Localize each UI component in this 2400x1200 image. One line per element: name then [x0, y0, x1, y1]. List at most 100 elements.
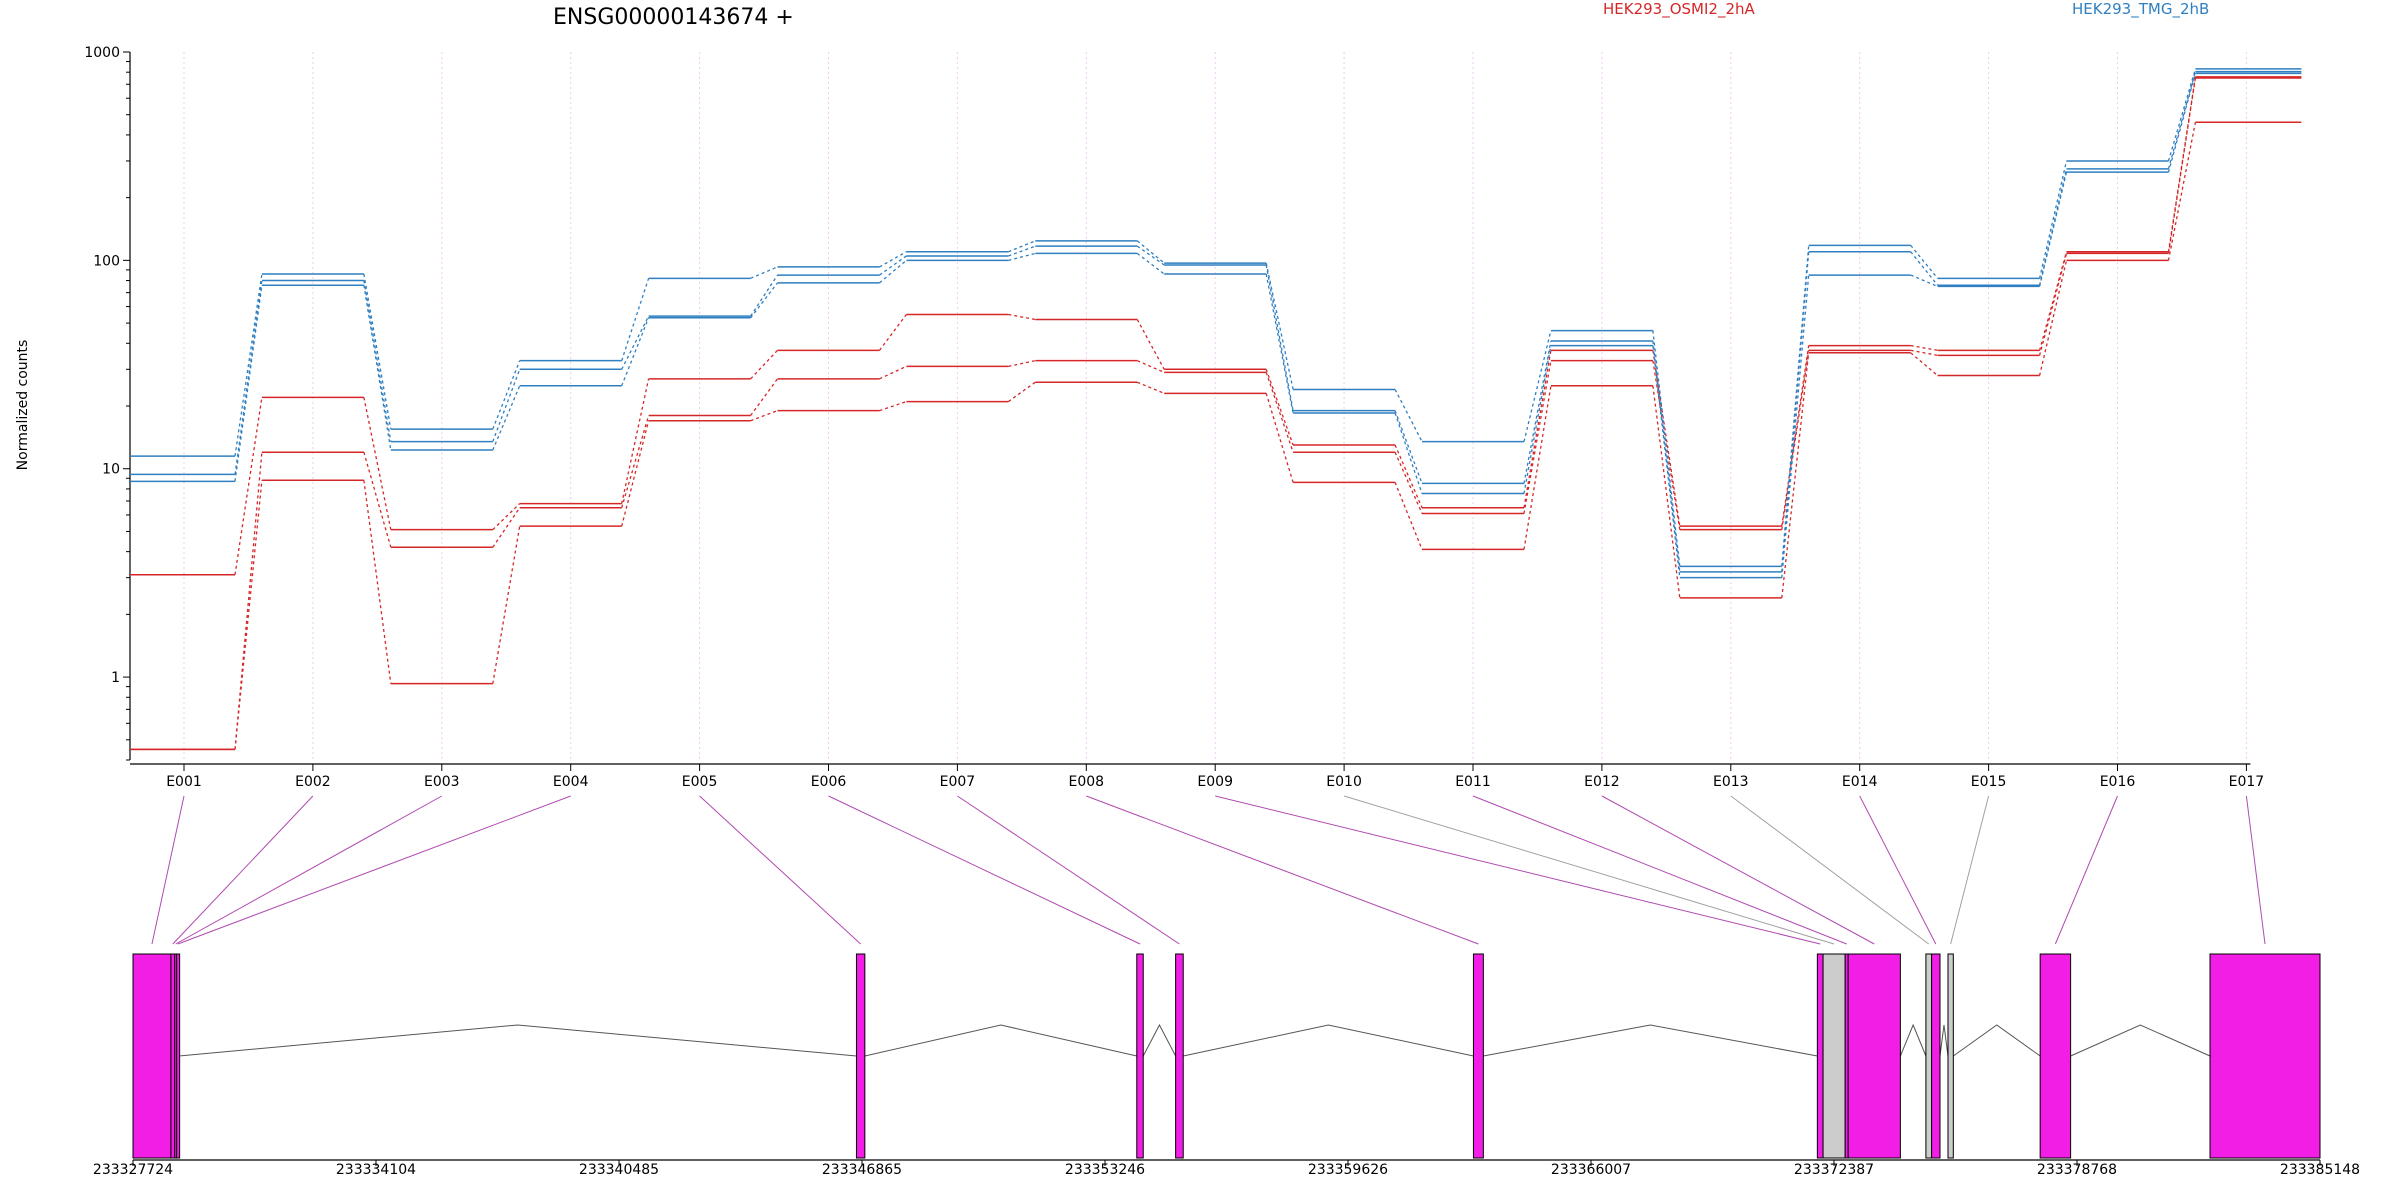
bin-transition: [621, 420, 650, 527]
bin-transition: [750, 378, 779, 416]
bin-transition: [879, 259, 907, 284]
chart-title: ENSG00000143674 +: [553, 5, 794, 30]
gene-model-track: 233327724 233334104 233340485 233346865 2333…: [93, 953, 2360, 1178]
bin-transition: [1523, 350, 1552, 508]
bin-transition: [2167, 77, 2197, 254]
bin-transition: [2167, 71, 2197, 169]
x-tick-label: E005: [682, 774, 718, 790]
bin-transition: [1781, 245, 1810, 567]
bin-transition: [878, 314, 907, 351]
bin-transition: [1781, 352, 1810, 598]
exon-box: [1816, 953, 1824, 1159]
y-tick-label: 1: [111, 670, 120, 686]
bin-transition: [750, 266, 778, 279]
intron-line: [178, 1024, 857, 1057]
intron-line: [1899, 1023, 1927, 1057]
intron-line: [864, 1024, 1137, 1057]
intron-line: [1183, 1024, 1474, 1057]
bin-transition: [750, 410, 778, 422]
bin-transition: [1394, 410, 1423, 484]
x-tick-label: E006: [811, 774, 847, 790]
bin-transition: [1008, 381, 1036, 403]
exon-box: [1947, 953, 1954, 1159]
genomic-coordinate-label: 233366007: [1551, 1162, 1631, 1178]
bin-transition: [1394, 482, 1423, 550]
exon-connector: [1343, 795, 1835, 945]
exon-box: [170, 953, 176, 1159]
bin-transition: [234, 273, 263, 457]
genomic-coordinate-label: 233385148: [2280, 1162, 2360, 1178]
exon-box: [2209, 953, 2321, 1159]
exon-connector: [1859, 795, 1937, 945]
bin-transition: [1136, 240, 1165, 264]
bin-transition: [234, 285, 263, 482]
exon-box: [176, 953, 181, 1159]
exon-connector: [1950, 795, 1990, 945]
bin-transition: [879, 251, 907, 268]
bin-transition: [1137, 360, 1165, 373]
intron-line: [2070, 1024, 2211, 1057]
exon-connector: [1086, 795, 1479, 945]
bin-transition: [879, 365, 907, 380]
y-axis-label: Normalized counts: [15, 340, 31, 471]
genomic-coordinate-label: 233346865: [822, 1162, 902, 1178]
exon-connector: [1601, 795, 1875, 945]
bin-transition: [492, 360, 521, 430]
exon-connector: [1730, 795, 1930, 945]
bin-transition: [1781, 350, 1810, 530]
bin-transition: [750, 274, 779, 317]
bin-transition: [363, 273, 392, 430]
bin-transition: [363, 285, 392, 451]
exon-connector: [957, 795, 1180, 945]
bin-transition: [1136, 319, 1165, 370]
bin-transition: [1008, 360, 1036, 367]
exon-connector: [828, 795, 1141, 945]
bin-transition: [1265, 273, 1294, 414]
bin-transition: [1137, 381, 1165, 394]
intron-line: [1939, 1024, 1949, 1057]
genomic-coordinate-label: 233378768: [2037, 1162, 2117, 1178]
genomic-coordinate-label: 233340485: [579, 1162, 659, 1178]
bin-transition: [2038, 160, 2068, 279]
bin-transition: [1008, 245, 1036, 257]
bin-transition: [1008, 240, 1036, 253]
bin-transition: [1523, 360, 1552, 514]
legend-entry-osmi2: HEK293_OSMI2_2hA: [1603, 0, 1756, 19]
bin-transition: [234, 397, 263, 575]
bin-transition: [2038, 168, 2068, 286]
bin-transition: [1523, 340, 1552, 484]
exon-box: [1925, 953, 1933, 1159]
exon-connector: [151, 795, 185, 945]
bin-transition: [1008, 252, 1036, 261]
bin-transition: [1394, 412, 1423, 494]
bin-transition: [1523, 330, 1552, 442]
bin-transition: [1910, 251, 1939, 286]
bin-transition: [621, 317, 650, 387]
exon-bin-connectors: [151, 795, 2266, 945]
bin-transition: [750, 349, 778, 380]
x-tick-label: E016: [2100, 774, 2136, 790]
bin-transition: [621, 378, 650, 504]
bin-transition: [1394, 389, 1423, 442]
bin-transition: [1652, 345, 1681, 578]
bin-transition: [2038, 172, 2068, 287]
exon-box: [1822, 953, 1846, 1159]
x-tick-label: E007: [940, 774, 976, 790]
exon-connector: [172, 795, 314, 945]
series-line: [130, 68, 2302, 568]
exon-connector: [175, 795, 443, 945]
bin-transition: [2038, 260, 2068, 376]
bin-transition: [363, 397, 392, 530]
bin-transition: [234, 480, 263, 750]
bin-transition: [879, 255, 907, 276]
exon-box: [2039, 953, 2072, 1159]
bin-transition: [621, 278, 650, 361]
exon-box: [132, 953, 172, 1159]
series-line: [130, 76, 2302, 576]
bin-transition: [1910, 352, 1939, 377]
y-tick-label: 10: [102, 462, 120, 478]
bin-transition: [1394, 451, 1423, 514]
bin-transition: [1652, 385, 1681, 598]
bin-transition: [750, 282, 779, 319]
